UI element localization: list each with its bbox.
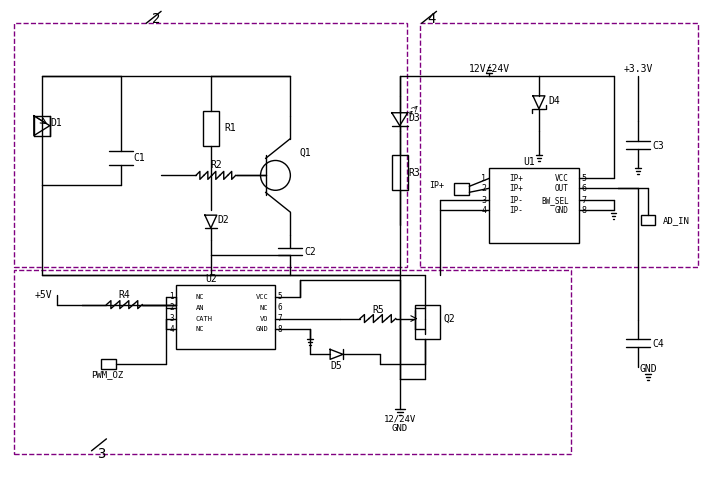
Text: 5: 5: [581, 174, 586, 183]
Text: 3: 3: [481, 196, 486, 205]
Text: C3: C3: [652, 140, 664, 151]
Text: C4: C4: [652, 339, 664, 349]
Text: 1: 1: [481, 174, 486, 183]
Text: GND: GND: [640, 364, 657, 374]
Text: R3: R3: [409, 168, 420, 179]
Bar: [14, 270, 571, 454]
Text: GND: GND: [391, 424, 408, 433]
Text: GND: GND: [256, 327, 269, 333]
Text: Q2: Q2: [444, 314, 455, 324]
Text: VO: VO: [260, 316, 269, 321]
Bar: [489, 168, 579, 243]
Text: PWM_OZ: PWM_OZ: [91, 370, 124, 379]
Bar: [420, 23, 698, 267]
Text: AD_IN: AD_IN: [663, 216, 690, 225]
Text: 7: 7: [277, 314, 282, 323]
Text: AN: AN: [196, 304, 204, 311]
Bar: [454, 183, 469, 195]
Text: 4: 4: [169, 325, 174, 334]
Bar: [415, 304, 440, 339]
Text: VCC: VCC: [555, 174, 569, 183]
Text: R1: R1: [225, 122, 237, 133]
Text: NC: NC: [260, 304, 269, 311]
Text: U1: U1: [523, 157, 535, 167]
Bar: [176, 285, 276, 349]
Text: R5: R5: [372, 304, 384, 315]
Text: Q1: Q1: [299, 148, 311, 157]
Text: NC: NC: [196, 294, 204, 300]
Text: NC: NC: [196, 327, 204, 333]
Text: 12V/24V: 12V/24V: [469, 64, 510, 74]
Text: R4: R4: [118, 290, 130, 300]
Text: 7: 7: [581, 196, 586, 205]
Text: 3: 3: [97, 447, 106, 461]
Text: U2: U2: [205, 274, 217, 284]
Bar: [14, 23, 407, 267]
Text: CATH: CATH: [196, 316, 213, 321]
Text: IP+: IP+: [509, 174, 523, 183]
Text: R2: R2: [210, 160, 222, 170]
Text: D4: D4: [548, 96, 559, 106]
Text: 12/24V: 12/24V: [384, 414, 416, 424]
Text: BW_SEL: BW_SEL: [541, 196, 569, 205]
Text: D3: D3: [409, 113, 420, 123]
Text: +5V: +5V: [35, 290, 52, 300]
Text: D1: D1: [51, 118, 62, 128]
Text: 2: 2: [169, 303, 174, 312]
Text: VCC: VCC: [256, 294, 269, 300]
Bar: [101, 359, 116, 369]
Text: 8: 8: [581, 206, 586, 215]
Text: 6: 6: [277, 303, 282, 312]
Text: IP-: IP-: [509, 206, 523, 215]
Text: 4: 4: [481, 206, 486, 215]
Text: IP+: IP+: [509, 184, 523, 193]
Text: C1: C1: [133, 153, 145, 164]
Text: IP+: IP+: [430, 181, 445, 190]
Text: 3: 3: [169, 314, 174, 323]
Text: GND: GND: [555, 206, 569, 215]
Text: OUT: OUT: [555, 184, 569, 193]
Text: 4: 4: [428, 12, 436, 26]
Bar: [642, 215, 655, 225]
Text: 1: 1: [169, 292, 174, 301]
Text: 2: 2: [152, 12, 160, 26]
Text: 8: 8: [277, 325, 282, 334]
Text: 5: 5: [277, 292, 282, 301]
Bar: [203, 111, 219, 146]
Bar: [392, 155, 408, 190]
Text: IP-: IP-: [509, 196, 523, 205]
Text: C2: C2: [304, 247, 316, 257]
Text: D5: D5: [330, 361, 342, 371]
Text: +3.3V: +3.3V: [624, 64, 653, 74]
Text: 6: 6: [581, 184, 586, 193]
Text: D2: D2: [217, 215, 228, 225]
Text: 2: 2: [481, 184, 486, 193]
